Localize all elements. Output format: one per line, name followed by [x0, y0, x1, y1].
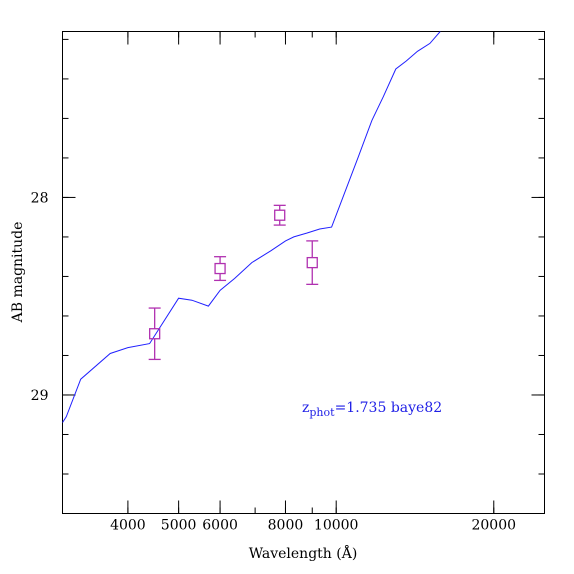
annotation-value: =1.735 baye82	[335, 400, 443, 416]
photometry-point	[214, 256, 227, 282]
y-tick-label: 29	[31, 388, 49, 404]
data-marker	[214, 262, 226, 275]
x-tick-label: 5000	[161, 518, 197, 534]
data-marker	[149, 328, 161, 340]
x-tick-label: 20000	[471, 518, 516, 534]
plot-frame	[62, 31, 545, 514]
axis-ticks	[62, 31, 545, 514]
y-axis-label: AB magnitude	[10, 222, 26, 324]
x-tick-label: 8000	[268, 518, 304, 534]
plot-area	[62, 31, 441, 423]
photo-z-annotation: zphot=1.735 baye82	[302, 400, 442, 419]
model-sed-line	[62, 31, 441, 423]
x-tick-label: 6000	[202, 518, 238, 534]
photometry-point	[273, 204, 286, 226]
photometry-point	[306, 240, 319, 286]
x-tick-label: 4000	[110, 518, 146, 534]
tick-labels: 4000 5000 6000 8000 10000 20000 28 29	[31, 190, 516, 533]
x-axis-label: Wavelength (Å)	[249, 544, 358, 562]
x-tick-label: 10000	[314, 518, 359, 534]
data-marker	[274, 209, 286, 221]
photometry-point	[148, 307, 161, 361]
data-marker	[306, 256, 318, 269]
annotation-subscript: phot	[309, 406, 335, 419]
annotation-z: z	[302, 400, 309, 416]
y-tick-label: 28	[31, 190, 49, 206]
